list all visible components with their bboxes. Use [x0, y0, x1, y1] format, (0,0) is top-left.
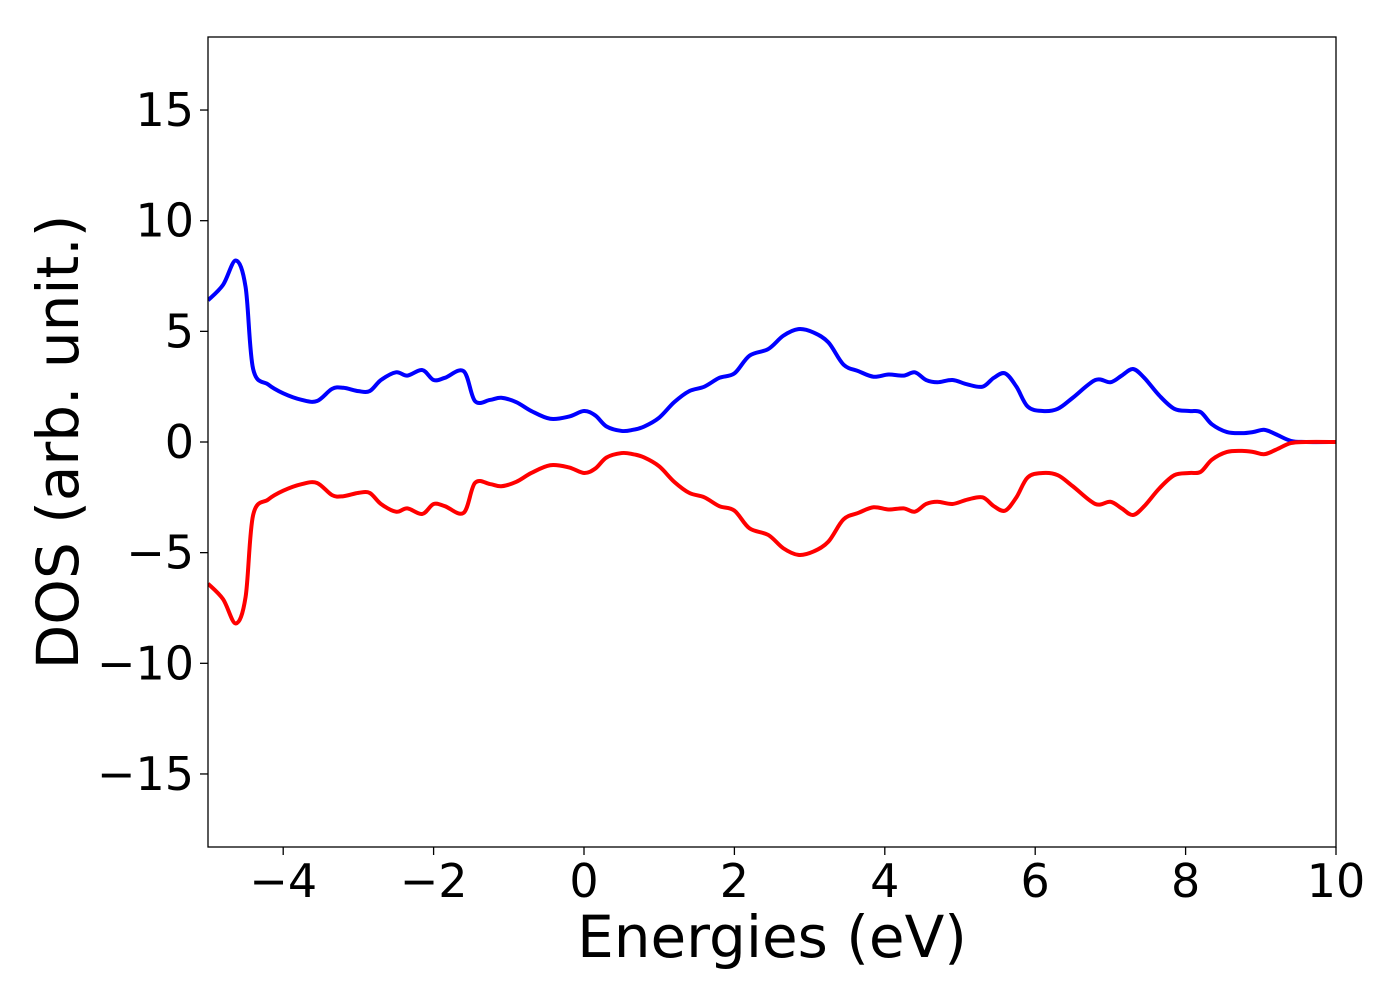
series-layer — [208, 258, 1336, 626]
plot-frame — [207, 36, 1337, 848]
y-ticks: 15 10 5 0 −5 −10 −15 — [97, 83, 208, 801]
x-tick-label: −4 — [249, 854, 317, 908]
x-tick-label: 8 — [1171, 854, 1200, 908]
x-tick-label: 2 — [720, 854, 749, 908]
x-axis-label: Energies (eV) — [577, 903, 967, 971]
x-ticks: −4 −2 0 2 4 6 8 10 — [249, 847, 1365, 908]
dos-line-positive — [208, 258, 1336, 445]
y-tick-label: 5 — [165, 304, 194, 358]
dos-line-negative — [208, 439, 1336, 626]
y-tick-label: −10 — [97, 636, 194, 690]
x-tick-label: 6 — [1021, 854, 1050, 908]
x-tick-label: 10 — [1307, 854, 1366, 908]
x-tick-label: −2 — [400, 854, 468, 908]
x-tick-label: 4 — [870, 854, 899, 908]
y-tick-label: −5 — [126, 526, 194, 580]
y-tick-label: 0 — [165, 415, 194, 469]
y-axis-label: DOS (arb. unit.) — [24, 215, 92, 670]
x-tick-label: 0 — [569, 854, 598, 908]
y-tick-label: 15 — [135, 83, 194, 137]
y-tick-label: 10 — [135, 194, 194, 248]
y-tick-label: −15 — [97, 747, 194, 801]
